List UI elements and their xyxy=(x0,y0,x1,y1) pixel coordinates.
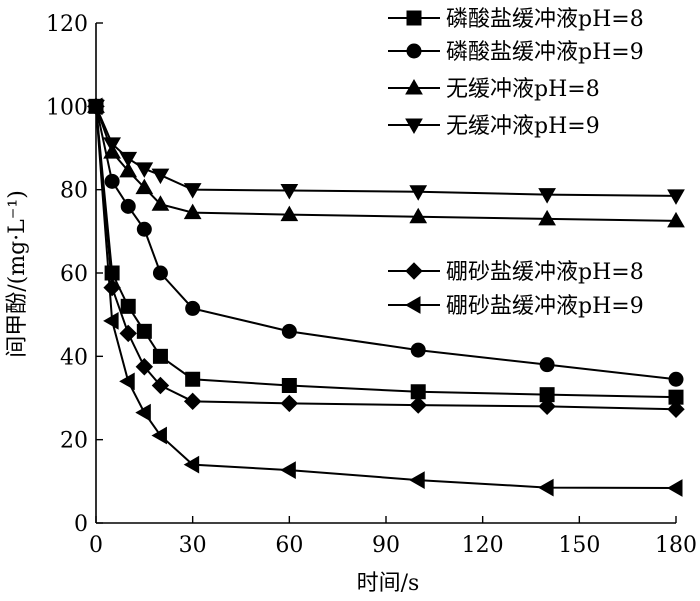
data-point xyxy=(135,358,154,376)
x-tick-label: 150 xyxy=(558,533,600,558)
axes: 0 30 60 90 120 150 180 0 20 40 60 80 100 120 xyxy=(46,12,697,558)
legend: 磷酸盐缓冲液pH=8 磷酸盐缓冲液pH=9 无缓冲液pH=8 无缓冲液pH=9 硼砂盐缓… xyxy=(388,7,644,319)
series-2 xyxy=(88,98,684,387)
data-point xyxy=(120,198,136,214)
data-point xyxy=(280,461,296,479)
x-tick-label: 180 xyxy=(655,533,697,558)
data-point xyxy=(538,209,556,226)
data-point xyxy=(666,479,683,497)
data-point xyxy=(119,151,138,168)
legend-marker xyxy=(406,10,422,26)
legend-label: 硼砂盐缓冲液pH=9 xyxy=(446,294,644,319)
legend-marker xyxy=(404,296,421,314)
legend-item: 磷酸盐缓冲液pH=9 xyxy=(388,40,644,65)
data-point xyxy=(151,168,170,185)
data-point xyxy=(538,478,554,497)
data-point xyxy=(667,189,685,205)
series-line xyxy=(95,105,677,197)
legend-marker xyxy=(406,43,422,59)
data-point xyxy=(151,376,170,395)
legend-marker xyxy=(405,78,423,95)
data-point xyxy=(183,455,200,474)
legend-item: 无缓冲液pH=9 xyxy=(388,114,600,139)
data-point xyxy=(136,323,152,339)
data-point xyxy=(104,173,120,189)
x-tick-label: 0 xyxy=(89,533,103,558)
data-point xyxy=(119,161,138,178)
data-point xyxy=(410,342,426,358)
data-point xyxy=(409,471,425,489)
data-point xyxy=(281,323,297,339)
legend-item: 硼砂盐缓冲液pH=8 xyxy=(388,260,644,285)
legend-item: 无缓冲液pH=8 xyxy=(388,77,600,102)
legend-label: 无缓冲液pH=8 xyxy=(446,77,600,102)
legend-label: 磷酸盐缓冲液pH=8 xyxy=(446,7,644,32)
x-tick-label: 60 xyxy=(275,533,303,558)
data-point xyxy=(538,397,556,416)
y-tick-label: 0 xyxy=(74,512,88,537)
data-point xyxy=(103,278,121,297)
series-5 xyxy=(87,97,685,418)
data-point xyxy=(183,392,202,411)
data-point xyxy=(280,184,299,200)
legend-label: 磷酸盐缓冲液pH=9 xyxy=(446,40,644,65)
data-point xyxy=(185,300,201,316)
legend-label: 无缓冲液pH=9 xyxy=(446,114,600,139)
data-point xyxy=(667,211,685,228)
x-tick-label: 120 xyxy=(462,533,504,558)
data-point xyxy=(151,426,167,445)
legend-item: 磷酸盐缓冲液pH=8 xyxy=(388,7,644,32)
data-point xyxy=(119,372,135,391)
data-point xyxy=(136,221,152,237)
series-line xyxy=(95,106,677,222)
data-point xyxy=(103,137,121,153)
y-tick-label: 120 xyxy=(46,12,88,37)
series-line xyxy=(95,106,677,411)
data-point xyxy=(538,188,556,204)
data-point xyxy=(152,265,168,281)
data-point xyxy=(409,396,427,414)
data-point xyxy=(409,185,428,201)
legend-label: 硼砂盐缓冲液pH=8 xyxy=(446,260,644,285)
y-tick-label: 80 xyxy=(60,179,88,204)
x-tick-label: 30 xyxy=(179,533,207,558)
data-point xyxy=(668,371,684,387)
data-point xyxy=(152,348,168,364)
data-point xyxy=(183,203,202,220)
data-point xyxy=(409,207,428,224)
series-6 xyxy=(86,97,683,497)
data-point xyxy=(281,378,297,393)
data-point xyxy=(539,357,555,373)
series-line xyxy=(95,106,677,381)
data-point xyxy=(103,312,119,330)
data-point xyxy=(280,394,299,413)
data-point xyxy=(280,205,299,222)
data-point xyxy=(151,195,170,211)
data-point xyxy=(119,324,137,343)
data-point xyxy=(183,183,202,199)
data-point xyxy=(185,371,201,387)
y-tick-label: 100 xyxy=(46,95,88,120)
series-group xyxy=(86,97,685,497)
data-point xyxy=(135,403,151,422)
series-1 xyxy=(88,98,684,405)
data-point xyxy=(667,400,685,418)
series-line xyxy=(95,106,677,399)
data-point xyxy=(135,178,154,195)
y-tick-label: 20 xyxy=(60,429,88,454)
y-tick-label: 40 xyxy=(60,345,88,370)
legend-item: 硼砂盐缓冲液pH=9 xyxy=(388,294,644,319)
data-point xyxy=(135,162,154,178)
series-line xyxy=(95,106,677,489)
x-axis-label: 时间/s xyxy=(357,571,420,596)
y-axis-label: 间甲酚/(mg·L⁻¹) xyxy=(5,190,30,358)
data-point xyxy=(86,97,103,116)
y-tick-label: 60 xyxy=(60,262,88,287)
x-tick-label: 90 xyxy=(372,533,400,558)
legend-marker xyxy=(405,262,423,280)
data-point xyxy=(120,298,136,314)
legend-marker xyxy=(405,118,423,135)
